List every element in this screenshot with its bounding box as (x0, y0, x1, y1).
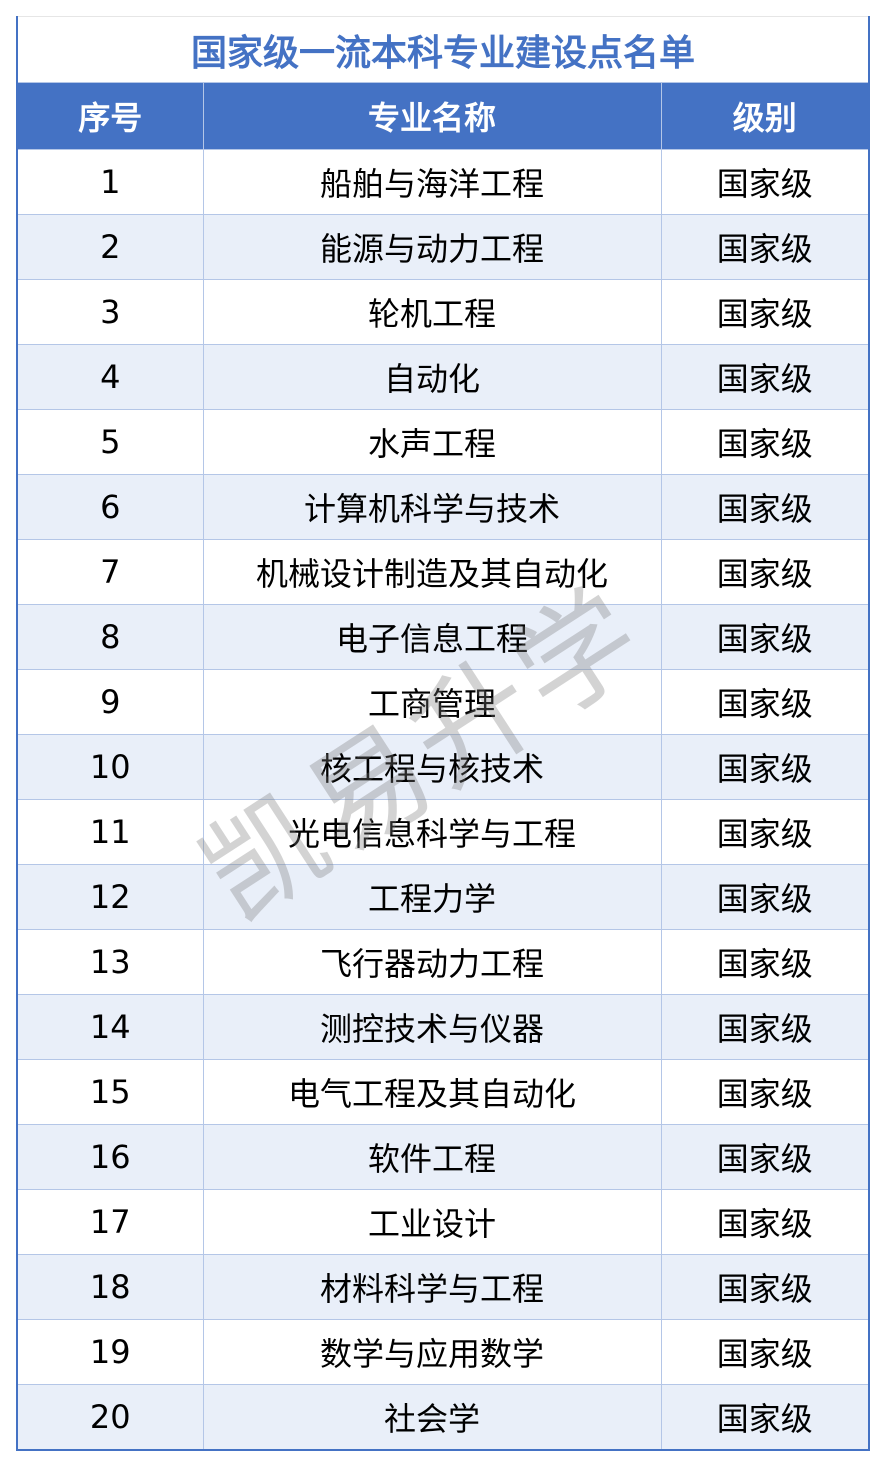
cell-name: 水声工程 (202, 409, 662, 475)
header-no: 序号 (16, 82, 204, 150)
cell-no: 17 (16, 1189, 204, 1255)
cell-level: 国家级 (660, 1189, 870, 1255)
cell-name: 核工程与核技术 (202, 734, 662, 800)
cell-level: 国家级 (660, 1254, 870, 1320)
cell-name: 电气工程及其自动化 (202, 1059, 662, 1125)
header-name: 专业名称 (202, 82, 662, 150)
table-row: 11 光电信息科学与工程 国家级 (16, 799, 870, 865)
table-title: 国家级一流本科专业建设点名单 (16, 16, 870, 83)
cell-name: 机械设计制造及其自动化 (202, 539, 662, 605)
table-row: 13 飞行器动力工程 国家级 (16, 929, 870, 995)
cell-level: 国家级 (660, 409, 870, 475)
cell-no: 8 (16, 604, 204, 670)
cell-no: 2 (16, 214, 204, 280)
cell-name: 计算机科学与技术 (202, 474, 662, 540)
cell-level: 国家级 (660, 929, 870, 995)
cell-no: 14 (16, 994, 204, 1060)
cell-no: 3 (16, 279, 204, 345)
cell-level: 国家级 (660, 149, 870, 215)
table-row: 19 数学与应用数学 国家级 (16, 1319, 870, 1385)
cell-name: 船舶与海洋工程 (202, 149, 662, 215)
cell-name: 能源与动力工程 (202, 214, 662, 280)
cell-level: 国家级 (660, 1059, 870, 1125)
table-row: 17 工业设计 国家级 (16, 1189, 870, 1255)
cell-no: 12 (16, 864, 204, 930)
cell-no: 10 (16, 734, 204, 800)
title-row: 国家级一流本科专业建设点名单 (16, 16, 870, 83)
cell-no: 11 (16, 799, 204, 865)
header-level: 级别 (660, 82, 870, 150)
major-list-table: 国家级一流本科专业建设点名单 序号 专业名称 级别 1 船舶与海洋工程 国家级 2 能源… (16, 16, 870, 1451)
table-row: 10 核工程与核技术 国家级 (16, 734, 870, 800)
cell-no: 1 (16, 149, 204, 215)
cell-name: 自动化 (202, 344, 662, 410)
cell-name: 电子信息工程 (202, 604, 662, 670)
table-row: 3 轮机工程 国家级 (16, 279, 870, 345)
cell-no: 20 (16, 1384, 204, 1451)
cell-level: 国家级 (660, 669, 870, 735)
table-row: 15 电气工程及其自动化 国家级 (16, 1059, 870, 1125)
table-row: 4 自动化 国家级 (16, 344, 870, 410)
cell-name: 工商管理 (202, 669, 662, 735)
cell-name: 社会学 (202, 1384, 662, 1451)
cell-level: 国家级 (660, 864, 870, 930)
cell-name: 数学与应用数学 (202, 1319, 662, 1385)
cell-no: 4 (16, 344, 204, 410)
cell-level: 国家级 (660, 1384, 870, 1451)
cell-no: 7 (16, 539, 204, 605)
cell-name: 飞行器动力工程 (202, 929, 662, 995)
cell-no: 15 (16, 1059, 204, 1125)
table-row: 7 机械设计制造及其自动化 国家级 (16, 539, 870, 605)
cell-name: 测控技术与仪器 (202, 994, 662, 1060)
table-row: 9 工商管理 国家级 (16, 669, 870, 735)
table-row: 1 船舶与海洋工程 国家级 (16, 149, 870, 215)
cell-name: 材料科学与工程 (202, 1254, 662, 1320)
cell-level: 国家级 (660, 734, 870, 800)
table-row: 18 材料科学与工程 国家级 (16, 1254, 870, 1320)
table-row: 5 水声工程 国家级 (16, 409, 870, 475)
table-row: 12 工程力学 国家级 (16, 864, 870, 930)
cell-name: 轮机工程 (202, 279, 662, 345)
cell-level: 国家级 (660, 799, 870, 865)
table-row: 20 社会学 国家级 (16, 1384, 870, 1451)
cell-no: 19 (16, 1319, 204, 1385)
cell-level: 国家级 (660, 474, 870, 540)
cell-no: 9 (16, 669, 204, 735)
cell-name: 工业设计 (202, 1189, 662, 1255)
cell-name: 工程力学 (202, 864, 662, 930)
table-row: 14 测控技术与仪器 国家级 (16, 994, 870, 1060)
cell-no: 18 (16, 1254, 204, 1320)
cell-level: 国家级 (660, 344, 870, 410)
table-row: 16 软件工程 国家级 (16, 1124, 870, 1190)
table-row: 6 计算机科学与技术 国家级 (16, 474, 870, 540)
table-row: 8 电子信息工程 国家级 (16, 604, 870, 670)
cell-name: 光电信息科学与工程 (202, 799, 662, 865)
cell-level: 国家级 (660, 994, 870, 1060)
cell-level: 国家级 (660, 279, 870, 345)
cell-name: 软件工程 (202, 1124, 662, 1190)
cell-level: 国家级 (660, 214, 870, 280)
cell-level: 国家级 (660, 1319, 870, 1385)
cell-level: 国家级 (660, 539, 870, 605)
table-row: 2 能源与动力工程 国家级 (16, 214, 870, 280)
header-row: 序号 专业名称 级别 (16, 82, 870, 150)
cell-level: 国家级 (660, 1124, 870, 1190)
cell-no: 6 (16, 474, 204, 540)
cell-no: 16 (16, 1124, 204, 1190)
cell-no: 13 (16, 929, 204, 995)
cell-no: 5 (16, 409, 204, 475)
cell-level: 国家级 (660, 604, 870, 670)
